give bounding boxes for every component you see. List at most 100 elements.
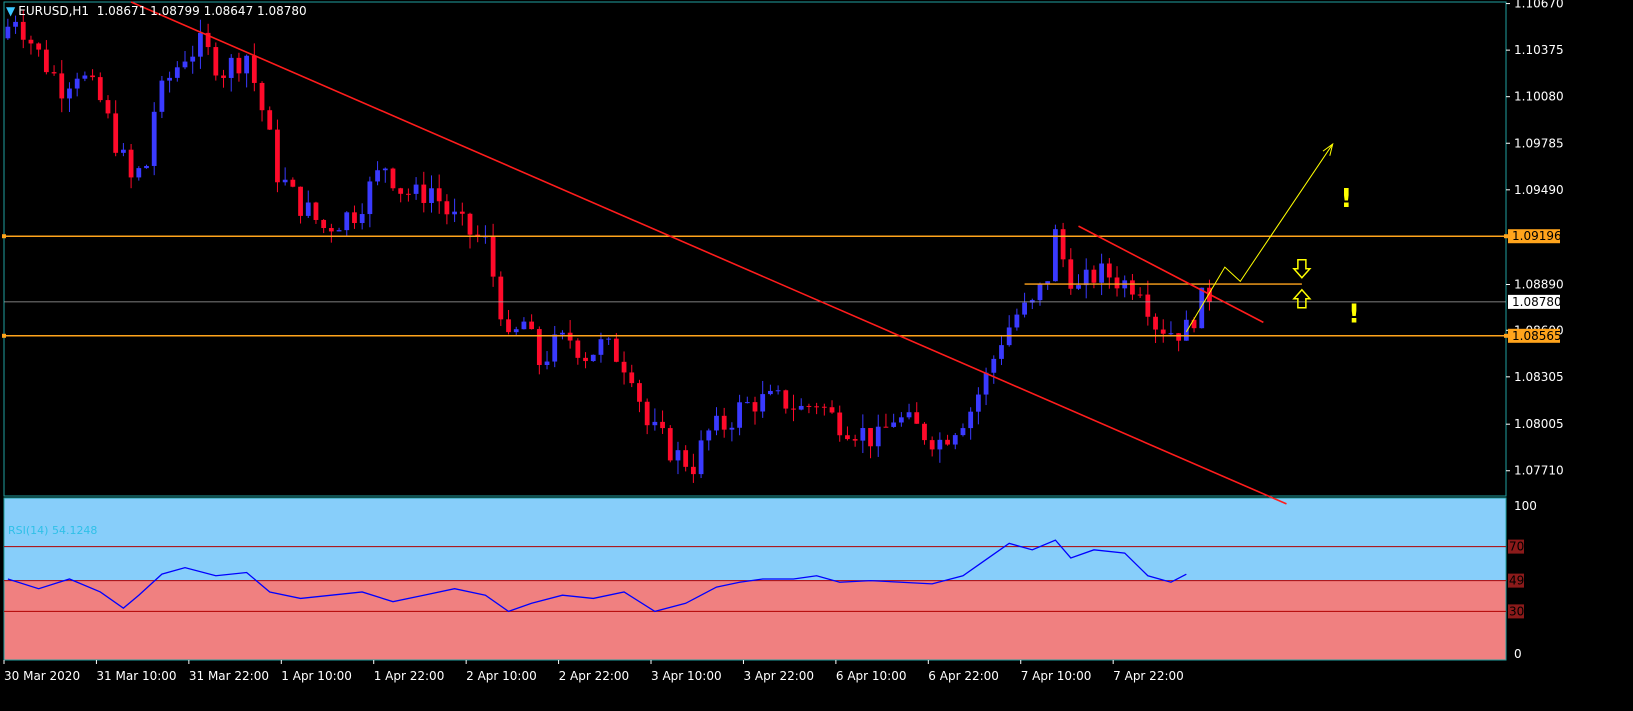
- candle-body: [205, 32, 211, 48]
- candle-body: [752, 402, 758, 412]
- candle-body: [105, 100, 111, 114]
- candle: [51, 65, 57, 76]
- rsi-label: RSI(14) 54.1248: [8, 524, 98, 537]
- candle: [452, 198, 457, 223]
- candle: [698, 430, 704, 479]
- candle-body: [321, 219, 327, 229]
- candle: [999, 336, 1004, 366]
- rsi-level-tag: [1508, 604, 1524, 619]
- candle-body: [467, 213, 473, 235]
- candle: [144, 164, 149, 169]
- candle: [898, 412, 904, 427]
- level-price-label: 1.08565: [1512, 329, 1562, 343]
- candle: [421, 171, 427, 213]
- candle-body: [675, 450, 681, 461]
- candle: [768, 384, 773, 396]
- candle: [1114, 266, 1120, 297]
- time-axis: 30 Mar 2020 31 Mar 10:00 31 Mar 22:00 1 Apr…: [3, 660, 1184, 683]
- candle: [914, 402, 920, 424]
- candle: [182, 51, 188, 70]
- collapse-triangle-icon[interactable]: ▼: [6, 4, 16, 18]
- rsi-level-tag: [1508, 573, 1524, 588]
- level-price-tag: [1508, 328, 1560, 343]
- candle: [436, 174, 442, 214]
- candle: [1145, 280, 1151, 326]
- candle-body: [167, 77, 172, 81]
- candle: [5, 18, 11, 40]
- candle: [1022, 292, 1027, 318]
- candle-body: [760, 394, 766, 412]
- candle: [1160, 319, 1166, 343]
- candle: [74, 72, 80, 97]
- time-tick-label: 1 Apr 10:00: [281, 669, 352, 683]
- candle-body: [975, 394, 981, 412]
- level-price-tag: [1508, 229, 1560, 244]
- candle-body: [637, 383, 642, 402]
- candle-body: [1160, 329, 1166, 334]
- symbol-header[interactable]: ▼ EURUSD,H1 1.08671 1.08799 1.08647 1.087…: [6, 4, 307, 18]
- candle: [814, 402, 820, 415]
- candle-body: [513, 329, 519, 333]
- candle-body: [429, 188, 434, 203]
- candle-body: [90, 75, 95, 78]
- candle-body: [590, 354, 596, 362]
- candle-body: [498, 276, 504, 320]
- candle: [1153, 313, 1158, 344]
- candle-body: [213, 47, 219, 76]
- candle: [968, 407, 974, 440]
- rsi-upper-zone: [4, 498, 1506, 581]
- candle-body: [898, 417, 904, 423]
- candle: [467, 212, 473, 249]
- candle: [82, 71, 88, 82]
- candle: [1029, 298, 1035, 310]
- candle-body: [1183, 319, 1189, 341]
- candle-body: [883, 426, 889, 428]
- candle: [652, 408, 658, 431]
- candle: [1053, 224, 1058, 282]
- candle: [205, 23, 211, 55]
- candle-body: [244, 55, 250, 74]
- price-tick-label: 1.10080: [1514, 90, 1564, 104]
- price-tick-label: 1.08005: [1514, 417, 1564, 431]
- time-tick-label: 3 Apr 10:00: [651, 669, 722, 683]
- candle-body: [1168, 333, 1174, 335]
- candle: [629, 364, 635, 388]
- candle-body: [174, 67, 180, 78]
- candle: [190, 45, 196, 74]
- candle: [1060, 222, 1066, 268]
- candle: [321, 219, 327, 234]
- candle-body: [960, 428, 966, 436]
- candle: [529, 314, 535, 330]
- candle-body: [236, 57, 242, 74]
- candle-body: [783, 390, 789, 409]
- candle-body: [151, 111, 157, 166]
- candle: [798, 398, 804, 411]
- candle-body: [5, 26, 11, 39]
- forecast-arrowhead-icon: [1322, 142, 1334, 156]
- candle-body: [690, 466, 696, 475]
- candle-body: [128, 149, 134, 178]
- candle-body: [282, 179, 288, 183]
- candle: [251, 43, 257, 92]
- rsi-level-label: 70: [1509, 540, 1524, 554]
- candle: [752, 396, 758, 425]
- candle-body: [536, 329, 542, 366]
- rsi-panel: 70 49 30 100 0: [4, 499, 1537, 661]
- candle-body: [744, 402, 750, 404]
- candle-body: [891, 422, 897, 427]
- candle-body: [136, 168, 142, 178]
- candle-body: [344, 212, 350, 231]
- candle-body: [13, 21, 18, 27]
- time-tick-label: 6 Apr 10:00: [836, 669, 907, 683]
- rsi-level-label: 30: [1509, 604, 1524, 618]
- level-anchor-handle: [1504, 333, 1508, 338]
- candle: [868, 427, 873, 459]
- candle-body: [1153, 316, 1158, 330]
- candle: [1045, 281, 1051, 290]
- candle: [151, 102, 157, 176]
- candle: [344, 211, 350, 236]
- level-anchor-handle: [2, 234, 6, 239]
- candle-body: [413, 184, 419, 194]
